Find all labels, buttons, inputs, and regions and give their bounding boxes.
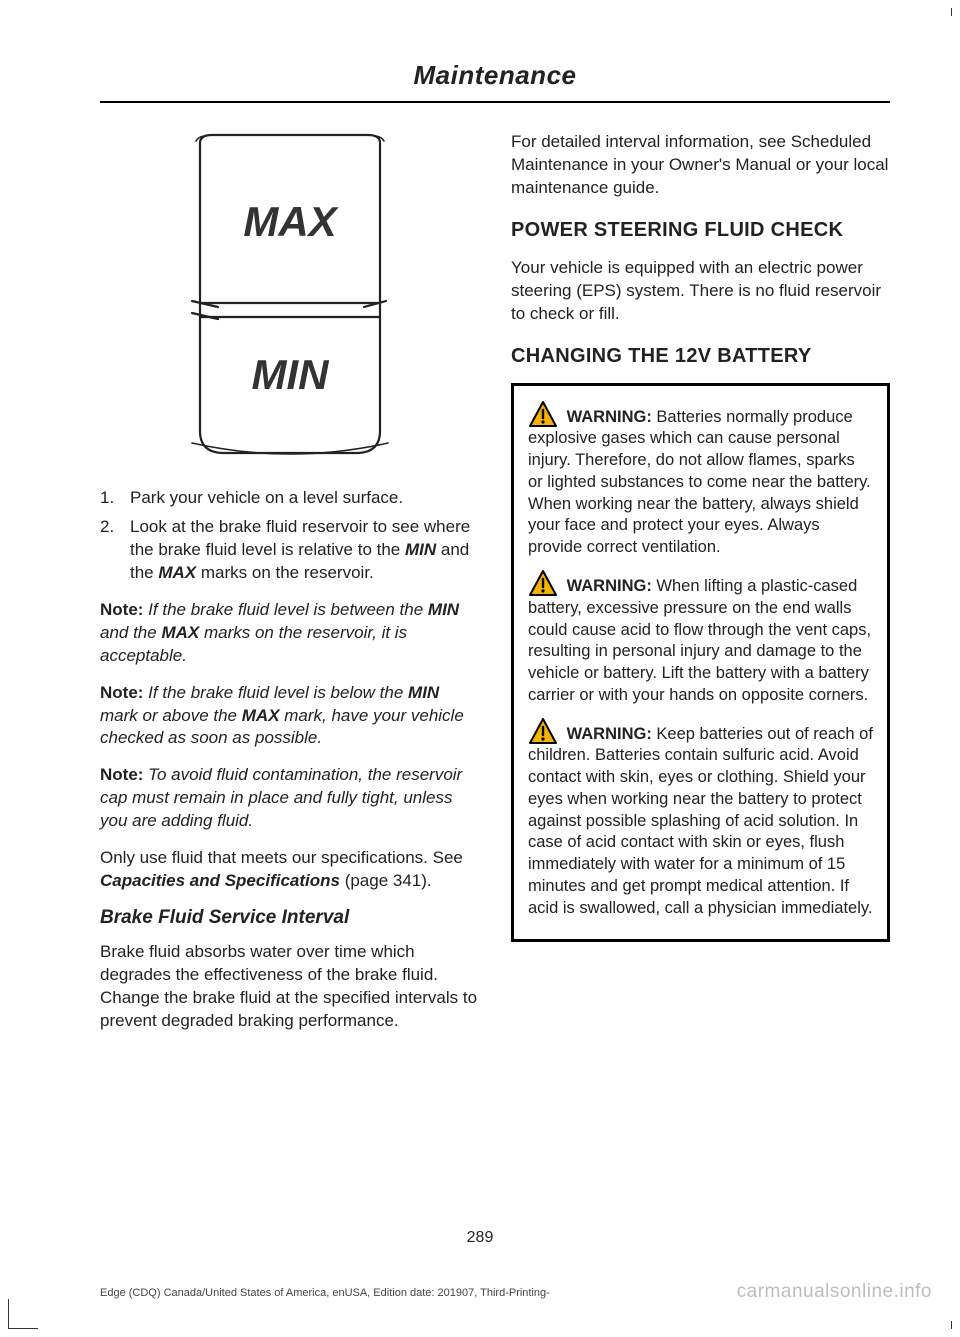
- right-column: For detailed interval information, see S…: [511, 131, 890, 1047]
- power-steering-paragraph: Your vehicle is equipped with an electri…: [511, 257, 890, 326]
- warning-text: Keep batteries out of reach of children.…: [528, 725, 873, 917]
- section-header: Maintenance: [100, 60, 890, 103]
- crop-mark: [8, 1299, 38, 1329]
- heading-12v-battery: CHANGING THE 12V BATTERY: [511, 344, 890, 369]
- warning-icon: [528, 717, 558, 745]
- note-label: Note:: [100, 765, 143, 784]
- reservoir-max-label: MAX: [243, 198, 339, 245]
- brake-reservoir-diagram: MAX MIN: [140, 131, 440, 461]
- note-text: If the brake fluid level is between the …: [100, 600, 459, 665]
- note-label: Note:: [100, 683, 143, 702]
- warning-label: WARNING:: [567, 408, 652, 426]
- warning-icon: [528, 569, 558, 597]
- note-text: To avoid fluid contamination, the reserv…: [100, 765, 462, 830]
- brake-interval-paragraph: Brake fluid absorbs water over time whic…: [100, 941, 479, 1033]
- step-number: 2.: [100, 516, 116, 585]
- watermark: carmanualsonline.info: [737, 1281, 932, 1303]
- step-2: 2. Look at the brake fluid reservoir to …: [100, 516, 479, 585]
- note-label: Note:: [100, 600, 143, 619]
- warning-3: WARNING: Keep batteries out of reach of …: [528, 717, 873, 920]
- note-3: Note: To avoid fluid contamination, the …: [100, 764, 479, 833]
- page: Maintenance MAX: [0, 0, 960, 1337]
- xref-capacities: Capacities and Specifications: [100, 871, 340, 890]
- spec-paragraph: Only use fluid that meets our specificat…: [100, 847, 479, 893]
- crop-mark: [922, 8, 952, 38]
- warning-label: WARNING:: [567, 577, 652, 595]
- warning-text: Batteries normally produce explosive gas…: [528, 408, 871, 557]
- warning-1: WARNING: Batteries normally produce expl…: [528, 400, 873, 559]
- warning-icon: [528, 400, 558, 428]
- note-2: Note: If the brake fluid level is below …: [100, 682, 479, 751]
- note-1: Note: If the brake fluid level is betwee…: [100, 599, 479, 668]
- steps-list: 1. Park your vehicle on a level surface.…: [100, 487, 479, 585]
- min-label: MIN: [405, 540, 436, 559]
- sub-heading-brake-interval: Brake Fluid Service Interval: [100, 907, 479, 929]
- max-label: MAX: [158, 563, 196, 582]
- warning-text: When lifting a plastic-cased battery, ex…: [528, 577, 871, 704]
- step-text: Look at the brake fluid reservoir to see…: [130, 516, 479, 585]
- step-1: 1. Park your vehicle on a level surface.: [100, 487, 479, 510]
- warning-2: WARNING: When lifting a plastic-cased ba…: [528, 569, 873, 707]
- reservoir-min-label: MIN: [251, 351, 330, 398]
- warning-box: WARNING: Batteries normally produce expl…: [511, 383, 890, 943]
- heading-power-steering: POWER STEERING FLUID CHECK: [511, 218, 890, 243]
- interval-intro: For detailed interval information, see S…: [511, 131, 890, 200]
- step-text-post: marks on the reservoir.: [196, 563, 374, 582]
- footer-text: Edge (CDQ) Canada/United States of Ameri…: [100, 1287, 550, 1299]
- page-number: 289: [0, 1229, 960, 1247]
- left-column: MAX MIN 1. Park your vehicle on a level …: [100, 131, 479, 1047]
- step-text: Park your vehicle on a level surface.: [130, 487, 403, 510]
- warning-label: WARNING:: [567, 725, 652, 743]
- note-text: If the brake fluid level is below the MI…: [100, 683, 464, 748]
- content-columns: MAX MIN 1. Park your vehicle on a level …: [100, 131, 890, 1047]
- step-number: 1.: [100, 487, 116, 510]
- crop-mark: [922, 1299, 952, 1329]
